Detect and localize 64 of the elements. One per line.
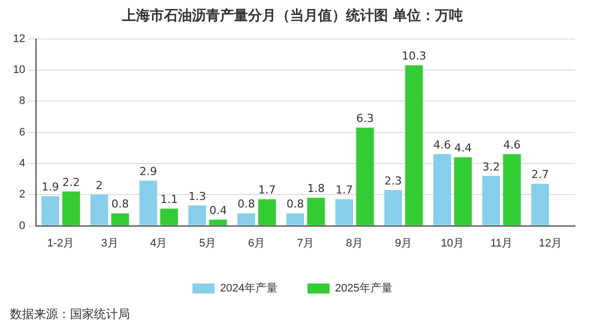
data-label: 1.9 bbox=[42, 180, 60, 194]
data-label: 1.7 bbox=[258, 184, 276, 197]
source-note: 数据来源：国家统计局 bbox=[10, 306, 130, 323]
bar bbox=[482, 176, 500, 226]
bar bbox=[111, 213, 129, 226]
data-label: 1.7 bbox=[335, 184, 353, 197]
legend-label: 2025年产量 bbox=[335, 282, 392, 295]
y-tick-label: 4 bbox=[19, 158, 26, 170]
data-label: 2.9 bbox=[140, 164, 158, 178]
data-label: 0.8 bbox=[111, 198, 129, 211]
bar bbox=[307, 198, 325, 226]
y-tick-label: 12 bbox=[12, 32, 26, 45]
bar bbox=[209, 220, 227, 226]
bar bbox=[62, 192, 80, 226]
data-label: 2.3 bbox=[384, 174, 402, 188]
x-tick-label: 5月 bbox=[199, 237, 216, 250]
data-label: 10.3 bbox=[402, 50, 426, 63]
data-label: 2 bbox=[96, 178, 103, 192]
data-label: 4.6 bbox=[503, 138, 521, 152]
bar bbox=[90, 194, 108, 226]
x-tick-label: 12月 bbox=[538, 237, 562, 250]
x-tick-label: 7月 bbox=[297, 237, 314, 250]
bar bbox=[356, 128, 374, 226]
x-tick-label: 3月 bbox=[101, 237, 118, 250]
data-label: 1.8 bbox=[307, 182, 325, 196]
bar bbox=[160, 208, 178, 226]
data-label: 2.2 bbox=[62, 176, 80, 189]
y-tick-label: 10 bbox=[12, 64, 26, 76]
bar bbox=[258, 199, 276, 226]
data-label: 1.1 bbox=[160, 193, 178, 206]
x-tick-label: 1-2月 bbox=[47, 237, 74, 250]
data-label: 4.4 bbox=[454, 142, 472, 155]
y-tick-label: 2 bbox=[19, 188, 26, 201]
bar bbox=[384, 190, 402, 226]
x-tick-label: 4月 bbox=[150, 237, 168, 250]
x-tick-label: 8月 bbox=[346, 237, 364, 250]
data-label: 4.6 bbox=[433, 138, 451, 152]
data-label: 0.4 bbox=[209, 204, 227, 217]
x-tick-label: 6月 bbox=[248, 237, 266, 250]
bar bbox=[503, 154, 521, 226]
bar bbox=[237, 213, 256, 226]
data-label: 6.3 bbox=[356, 112, 374, 125]
x-tick-label: 10月 bbox=[440, 237, 464, 250]
bar bbox=[41, 196, 60, 226]
data-label: 0.8 bbox=[237, 198, 255, 211]
bar bbox=[139, 180, 158, 226]
x-tick-label: 9月 bbox=[395, 237, 412, 250]
data-label: 1.3 bbox=[188, 190, 206, 203]
data-label: 3.2 bbox=[482, 160, 500, 174]
chart-title: 上海市石油沥青产量分月（当月值）统计图 单位：万吨 bbox=[121, 7, 463, 24]
bar bbox=[335, 199, 354, 226]
bar bbox=[286, 213, 304, 226]
bar bbox=[188, 206, 206, 226]
x-tick-label: 11月 bbox=[490, 237, 513, 250]
data-label: 0.8 bbox=[286, 198, 304, 211]
y-tick-label: 6 bbox=[19, 126, 26, 138]
bar bbox=[531, 184, 549, 226]
bar bbox=[433, 154, 451, 226]
y-tick-label: 8 bbox=[19, 95, 26, 108]
data-label: 2.7 bbox=[531, 168, 549, 182]
bar bbox=[454, 157, 472, 226]
legend-label: 2024年产量 bbox=[220, 282, 278, 295]
bar bbox=[405, 65, 423, 226]
y-tick-label: 0 bbox=[19, 220, 26, 232]
